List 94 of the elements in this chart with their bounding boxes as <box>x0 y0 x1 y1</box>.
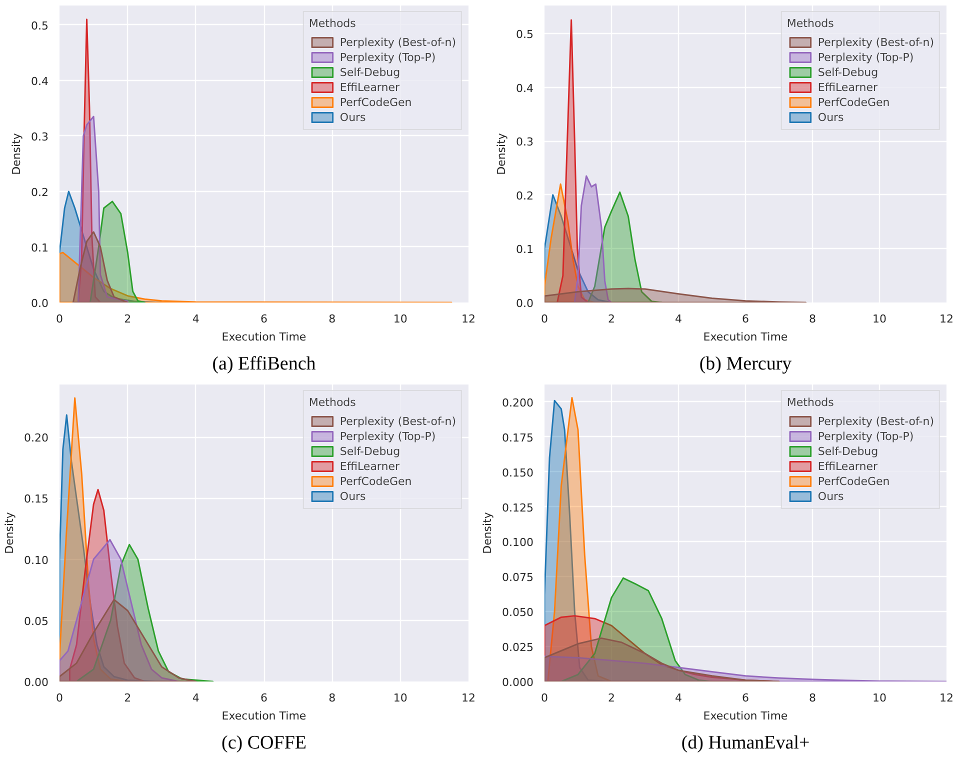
legend-label: Perplexity (Best-of-n) <box>818 414 934 428</box>
legend-label: PerfCodeGen <box>340 474 412 488</box>
legend-label: Perplexity (Top-P) <box>818 50 914 64</box>
legend-title: Methods <box>786 396 835 409</box>
y-tick-label: 0.15 <box>24 492 49 506</box>
y-tick-label: 0.5 <box>516 28 534 41</box>
x-tick-label: 6 <box>742 692 749 704</box>
legend-label: Ours <box>340 110 366 124</box>
y-tick-label: 0.05 <box>24 614 49 628</box>
legend-title: Methods <box>308 17 357 30</box>
x-axis-title: Execution Time <box>222 330 306 344</box>
legend-label: Ours <box>818 489 844 503</box>
legend-label: Self-Debug <box>818 65 878 79</box>
y-tick-label: 0.4 <box>516 82 534 95</box>
y-axis-title: Density <box>481 512 494 554</box>
x-axis-title: Execution Time <box>703 330 788 344</box>
x-tick-label: 2 <box>608 692 615 704</box>
x-tick-label: 12 <box>462 692 476 704</box>
legend-label: Perplexity (Best-of-n) <box>340 414 456 428</box>
y-tick-label: 0.5 <box>31 19 49 32</box>
y-tick-label: 0.175 <box>502 431 534 444</box>
y-tick-label: 0.0 <box>516 297 534 310</box>
y-tick-label: 0.2 <box>31 186 49 199</box>
legend-label: Perplexity (Best-of-n) <box>340 35 456 49</box>
legend-label: EffiLearner <box>818 80 878 94</box>
y-tick-label: 0.20 <box>24 432 49 445</box>
y-tick-label: 0.000 <box>502 676 534 689</box>
x-axis-title: Execution Time <box>703 710 788 722</box>
y-tick-label: 0.3 <box>516 136 534 149</box>
legend-label: Perplexity (Best-of-n) <box>818 35 934 49</box>
y-tick-label: 0.00 <box>24 676 49 689</box>
y-tick-label: 0.0 <box>31 297 49 310</box>
y-tick-label: 0.10 <box>24 554 49 567</box>
legend-label: Perplexity (Top-P) <box>340 429 436 443</box>
legend-label: Self-Debug <box>340 444 400 458</box>
x-tick-label: 12 <box>462 312 476 326</box>
x-tick-label: 6 <box>260 692 268 704</box>
y-tick-label: 0.050 <box>502 606 534 620</box>
legend-label: PerfCodeGen <box>818 474 890 488</box>
legend-label: PerfCodeGen <box>340 95 412 109</box>
x-tick-label: 2 <box>124 312 132 326</box>
y-axis-title: Density <box>3 512 16 554</box>
legend-label: Ours <box>340 489 366 503</box>
text: (a) EffiBench <box>212 354 316 374</box>
x-tick-label: 10 <box>872 312 886 326</box>
x-tick-label: 4 <box>192 312 200 326</box>
text: (d) HumanEval+ <box>681 732 810 754</box>
x-tick-label: 10 <box>872 692 886 704</box>
text: (b) Mercury <box>699 354 792 374</box>
legend-label: Self-Debug <box>340 65 400 79</box>
legend-label: EffiLearner <box>340 459 400 473</box>
x-tick-label: 0 <box>541 692 548 704</box>
y-tick-label: 0.100 <box>502 536 534 550</box>
y-tick-label: 0.150 <box>502 466 534 480</box>
x-tick-label: 0 <box>56 692 63 704</box>
y-tick-label: 0.1 <box>31 241 49 254</box>
x-tick-label: 10 <box>393 312 408 326</box>
x-tick-label: 12 <box>940 312 954 326</box>
x-tick-label: 0 <box>56 312 63 326</box>
legend-title: Methods <box>786 17 835 30</box>
x-tick-label: 6 <box>260 312 268 326</box>
x-tick-label: 12 <box>940 692 954 704</box>
legend-label: Perplexity (Top-P) <box>818 429 914 443</box>
x-tick-label: 4 <box>675 692 682 704</box>
y-tick-label: 0.2 <box>516 189 534 202</box>
legend-label: Ours <box>818 110 844 124</box>
y-axis-title: Density <box>10 132 24 175</box>
x-tick-label: 8 <box>328 692 336 704</box>
legend-label: EffiLearner <box>818 459 878 473</box>
legend-label: Perplexity (Top-P) <box>340 50 436 64</box>
y-tick-label: 0.4 <box>31 74 49 88</box>
x-tick-label: 4 <box>675 312 682 326</box>
y-tick-label: 0.3 <box>31 130 49 144</box>
x-tick-label: 6 <box>742 312 749 326</box>
y-tick-label: 0.200 <box>502 396 534 410</box>
y-tick-label: 0.1 <box>516 243 534 256</box>
legend-label: Self-Debug <box>818 444 878 458</box>
x-axis-title: Execution Time <box>222 710 306 722</box>
x-tick-label: 2 <box>608 312 615 326</box>
y-axis-title: Density <box>495 132 508 175</box>
text: (c) COFFE <box>222 732 306 754</box>
x-tick-label: 8 <box>809 692 816 704</box>
x-tick-label: 8 <box>328 312 336 326</box>
legend-title: Methods <box>308 396 357 409</box>
y-tick-label: 0.075 <box>502 571 534 584</box>
x-tick-label: 2 <box>124 692 132 704</box>
x-tick-label: 4 <box>192 692 200 704</box>
x-tick-label: 10 <box>393 692 408 704</box>
legend-label: PerfCodeGen <box>818 95 890 109</box>
y-tick-label: 0.125 <box>502 501 534 514</box>
x-tick-label: 0 <box>541 312 548 326</box>
y-tick-label: 0.025 <box>502 641 534 654</box>
x-tick-label: 8 <box>809 312 816 326</box>
legend-label: EffiLearner <box>340 80 400 94</box>
